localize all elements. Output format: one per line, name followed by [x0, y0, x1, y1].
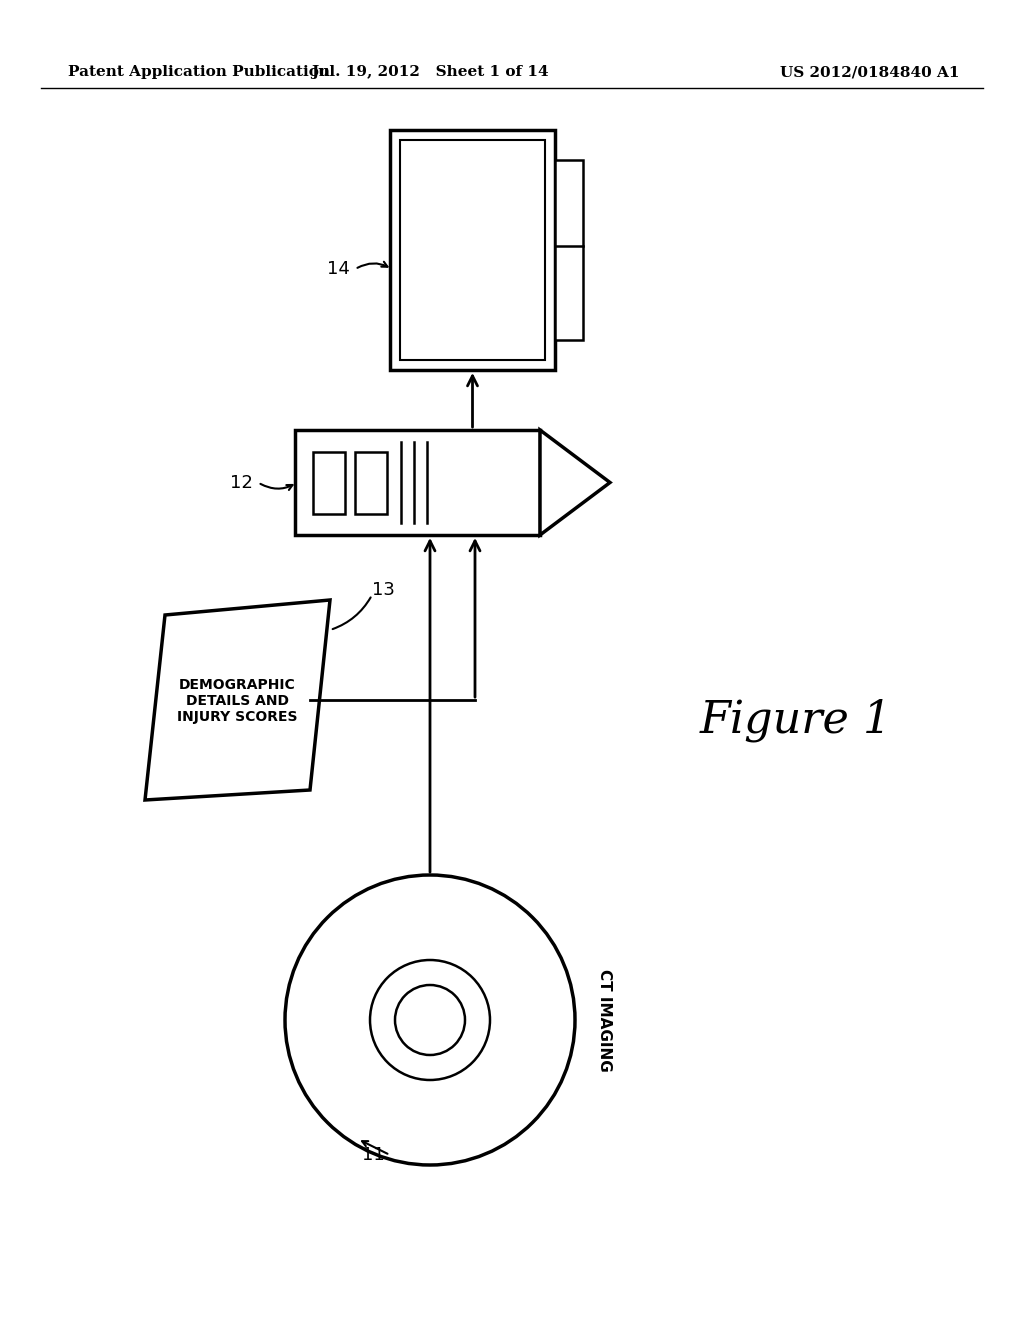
Text: 11: 11 [362, 1146, 385, 1164]
Polygon shape [540, 430, 610, 535]
Text: US 2012/0184840 A1: US 2012/0184840 A1 [780, 65, 961, 79]
Bar [400, 140, 545, 360]
Bar [355, 451, 387, 513]
Text: Figure 1: Figure 1 [700, 698, 892, 742]
Bar [295, 430, 540, 535]
Text: DEMOGRAPHIC
DETAILS AND
INJURY SCORES: DEMOGRAPHIC DETAILS AND INJURY SCORES [177, 678, 298, 725]
Text: 12: 12 [230, 474, 253, 491]
Bar [555, 160, 583, 341]
Text: CT IMAGING: CT IMAGING [597, 969, 612, 1072]
Polygon shape [145, 601, 330, 800]
Circle shape [395, 985, 465, 1055]
Text: Jul. 19, 2012   Sheet 1 of 14: Jul. 19, 2012 Sheet 1 of 14 [311, 65, 549, 79]
Text: 13: 13 [372, 581, 395, 599]
Text: Patent Application Publication: Patent Application Publication [68, 65, 330, 79]
Text: 14: 14 [327, 260, 350, 279]
Bar [390, 129, 555, 370]
Bar [313, 451, 345, 513]
